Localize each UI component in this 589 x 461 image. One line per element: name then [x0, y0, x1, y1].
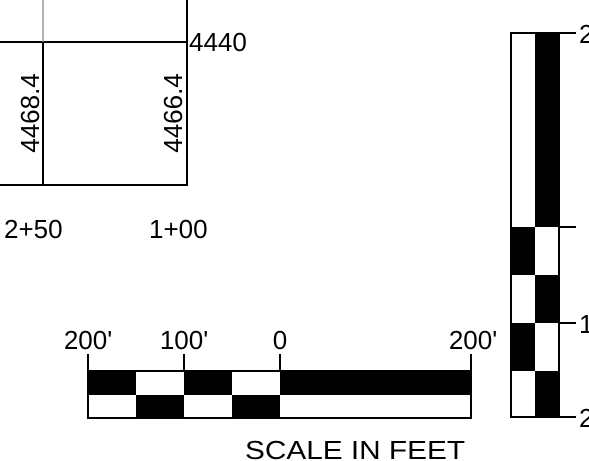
scale-tick-label: 100': [160, 325, 208, 355]
vscale-segment-long: [535, 33, 559, 227]
scale-tick-label: 200': [64, 325, 112, 355]
scale-tick-label: 0: [273, 325, 287, 355]
elevation-label: 4440: [189, 27, 247, 57]
station-label-1-00: 1+00: [149, 214, 208, 244]
station-label-2-50: 2+50: [4, 214, 63, 244]
horizontal-scale-bar: [87, 354, 472, 419]
scale-segment: [136, 395, 184, 418]
vscale-label-top: 2: [579, 19, 589, 49]
scale-tick-label: 200': [449, 325, 497, 355]
vertical-scale-bar: [510, 32, 576, 418]
vscale-label-bottom: 2: [579, 403, 589, 433]
vscale-outline: [510, 32, 560, 418]
vscale-segment: [511, 227, 535, 275]
vscale-label-middle: 1: [579, 309, 589, 339]
vertical-label-1: 4468.4: [15, 73, 45, 153]
vertical-label-2: 4466.4: [158, 73, 188, 153]
scale-segment: [184, 371, 232, 395]
vscale-segment: [511, 323, 535, 371]
vscale-segment: [535, 275, 559, 323]
vscale-segment: [535, 371, 559, 417]
profile-grid: [0, 0, 188, 186]
scale-segment: [88, 371, 136, 395]
scale-caption: SCALE IN FEET: [245, 435, 465, 461]
scale-segment-long: [280, 371, 471, 395]
scale-segment: [232, 395, 280, 418]
